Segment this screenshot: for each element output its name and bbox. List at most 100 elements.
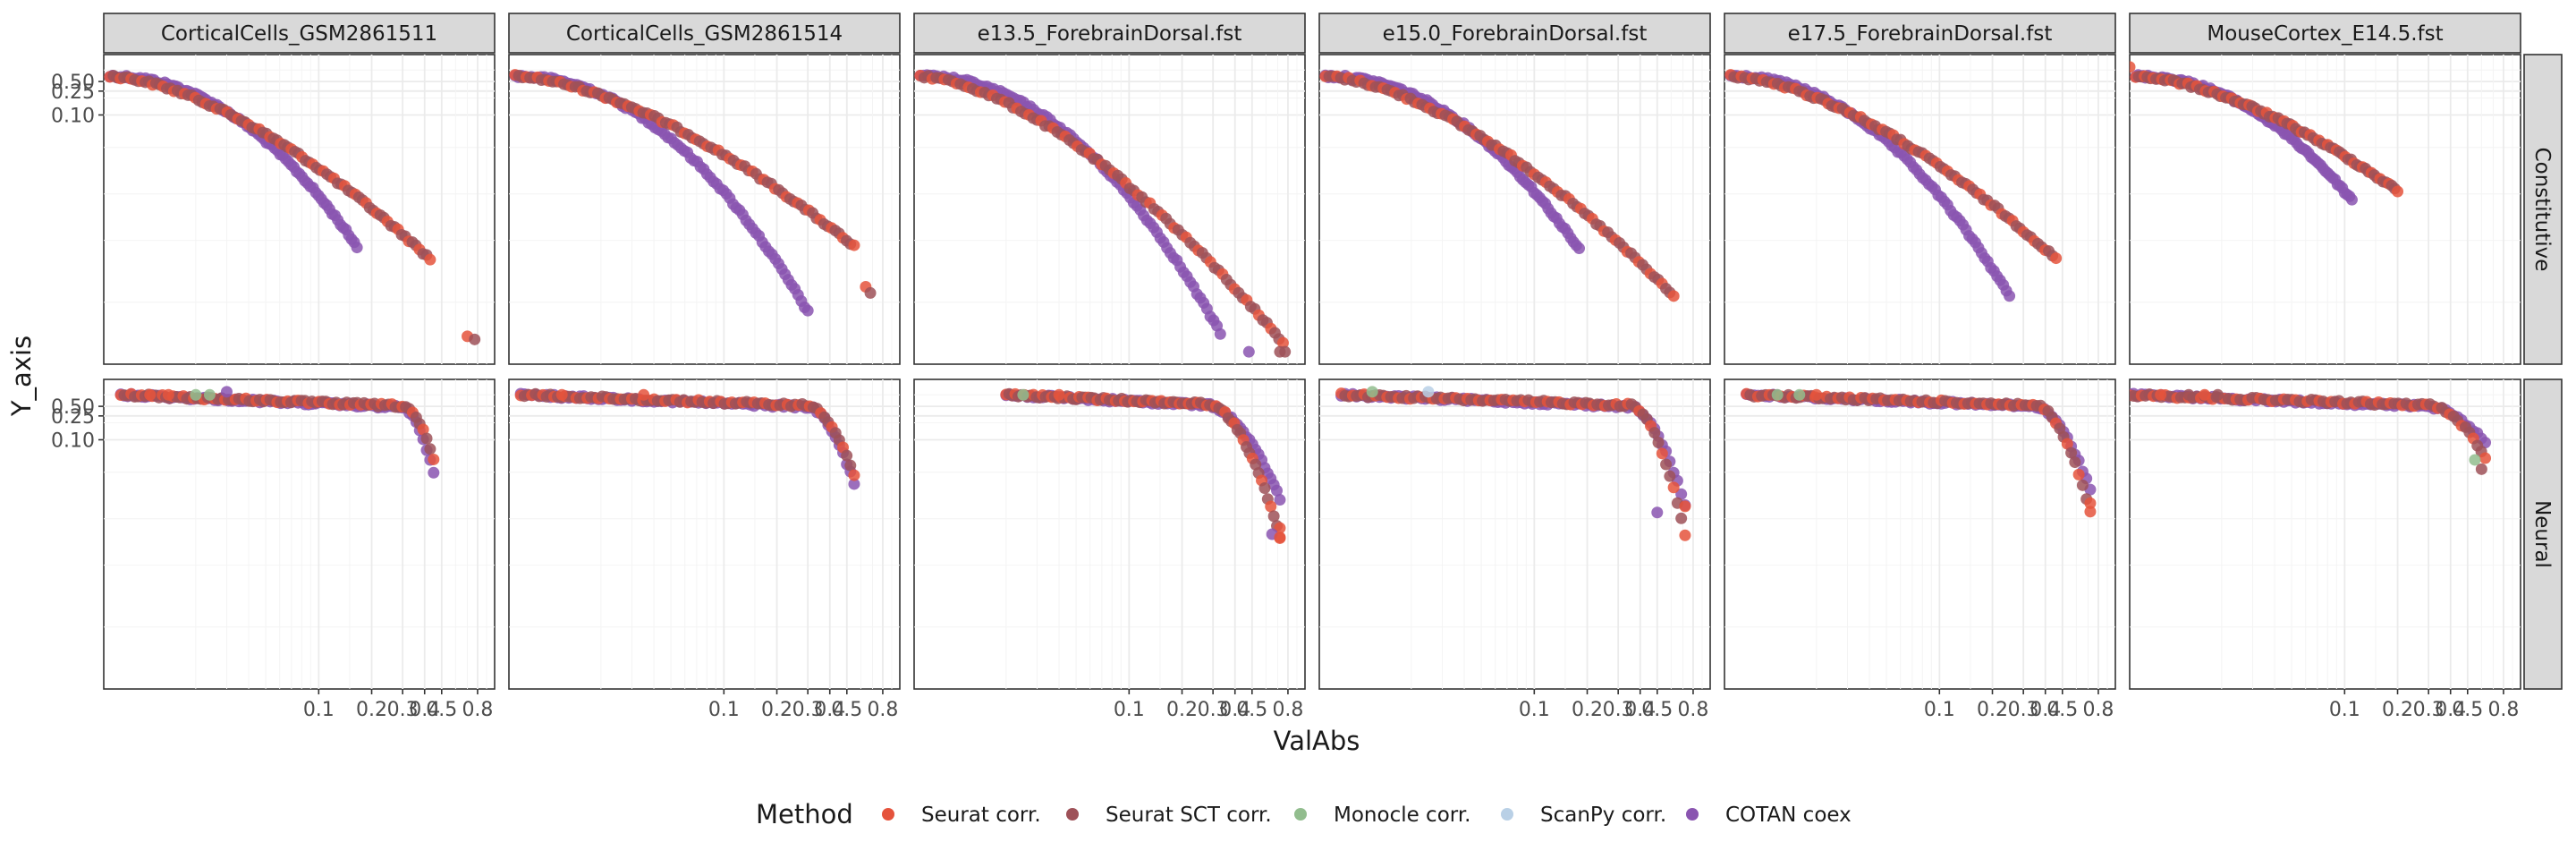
x-tick-label: 0.1 — [708, 699, 740, 721]
data-point — [417, 423, 429, 436]
data-point — [1053, 388, 1065, 401]
x-tick-label: 0.3 — [387, 699, 419, 721]
facet-strip-label: CorticalCells_GSM2861514 — [566, 22, 843, 46]
facet-strip-label: MouseCortex_E14.5.fst — [2207, 22, 2443, 46]
legend-key — [1066, 808, 1079, 821]
data-point — [1274, 494, 1286, 506]
panel-background — [508, 378, 901, 690]
data-point — [2392, 185, 2404, 198]
data-point — [1679, 500, 1691, 513]
data-point — [1279, 345, 1292, 358]
x-tick-label: 0.2 — [1166, 699, 1198, 721]
data-point — [2076, 479, 2089, 491]
data-point — [638, 388, 650, 401]
data-point — [2004, 290, 2016, 302]
data-points — [1335, 386, 1691, 541]
gridlines — [104, 55, 495, 364]
data-point — [1214, 327, 1226, 340]
panel-background — [913, 378, 1306, 690]
data-point — [801, 304, 814, 317]
x-tick-label: 0.8 — [462, 699, 493, 721]
legend: Method Seurat corr. Seurat SCT corr. Monoc… — [756, 799, 1852, 829]
facet-strip-row — [2523, 378, 2563, 690]
y-axis-title: Y_axis — [6, 336, 37, 417]
data-point — [1573, 242, 1586, 255]
data-point — [841, 449, 853, 462]
data-point — [1771, 388, 1784, 401]
data-point — [420, 432, 433, 445]
data-point — [428, 453, 440, 465]
facet-panel — [1318, 378, 1711, 690]
x-tick-label: 0.8 — [1272, 699, 1303, 721]
data-point — [1366, 386, 1378, 398]
data-point — [1258, 482, 1271, 495]
panel-background — [2129, 54, 2521, 365]
x-tick-label: 0.3 — [1603, 699, 1634, 721]
facet-strip-column — [2129, 13, 2521, 54]
panel-background — [1318, 54, 1711, 365]
x-tick-label: 0.3 — [1198, 699, 1229, 721]
facet-strip-label: e17.5_ForebrainDorsal.fst — [1788, 22, 2053, 46]
data-points — [1741, 387, 2097, 518]
facet-panel — [103, 54, 496, 365]
y-tick-label: 0.25 — [51, 81, 95, 104]
data-point — [2475, 463, 2487, 475]
x-tick-label: 0.1 — [1114, 699, 1145, 721]
data-point — [144, 388, 157, 401]
data-point — [1675, 512, 1688, 524]
data-point — [1652, 436, 1665, 448]
x-tick-label: 0.3 — [2008, 699, 2039, 721]
data-point — [2084, 497, 2097, 509]
facet-strip-column — [1724, 13, 2116, 54]
x-tick-label: 0.1 — [2329, 699, 2360, 721]
y-tick-label: 0.50 — [51, 72, 95, 94]
column-strips: CorticalCells_GSM2861511 CorticalCells_GS… — [103, 13, 2521, 54]
data-point — [2061, 438, 2073, 450]
data-point — [1242, 345, 1255, 358]
y-tick-label: 0.10 — [51, 105, 95, 127]
x-axis-title: ValAbs — [1274, 726, 1360, 756]
panel-background — [508, 54, 901, 365]
y-tick-label: 0.50 — [51, 396, 95, 419]
legend-label: ScanPy corr. — [1540, 804, 1666, 827]
data-point — [1656, 447, 1668, 460]
data-point — [1274, 522, 1286, 534]
facet-panel — [2129, 378, 2521, 690]
legend-key — [1501, 808, 1513, 821]
x-tick-label: 0.8 — [2082, 699, 2114, 721]
gridlines — [914, 379, 1305, 689]
data-point — [2050, 252, 2063, 265]
facet-panel — [2129, 54, 2521, 365]
panel-background — [913, 54, 1306, 365]
legend-label: COTAN coex — [1725, 804, 1852, 827]
data-point — [2072, 468, 2085, 481]
x-tick-label: 0.5 — [2452, 699, 2483, 721]
facet-panel — [1724, 54, 2116, 365]
data-points — [914, 69, 1292, 358]
data-point — [2345, 193, 2358, 206]
data-point — [2084, 506, 2097, 518]
x-tick-label: 0.8 — [2487, 699, 2519, 721]
legend-label: Seurat SCT corr. — [1106, 804, 1272, 827]
data-point — [424, 443, 436, 455]
facet-panels — [103, 54, 2521, 690]
facet-panel — [1318, 54, 1711, 365]
data-point — [1667, 290, 1680, 302]
data-points — [114, 386, 440, 479]
data-point — [1271, 484, 1284, 497]
data-point — [1017, 388, 1030, 401]
facet-strip-label: CorticalCells_GSM2861511 — [161, 22, 437, 46]
x-tick-label: 0.5 — [1236, 699, 1267, 721]
data-point — [203, 388, 216, 401]
x-tick-label: 0.8 — [1677, 699, 1708, 721]
data-point — [2199, 388, 2211, 401]
data-point — [555, 388, 568, 401]
data-point — [864, 286, 877, 299]
data-point — [469, 333, 481, 345]
data-point — [1667, 481, 1680, 494]
legend-key — [1686, 808, 1699, 821]
facet-strip-column — [103, 13, 496, 54]
legend-key — [882, 808, 894, 821]
data-point — [1810, 388, 1823, 401]
x-tick-label: 0.4 — [1624, 699, 1656, 721]
